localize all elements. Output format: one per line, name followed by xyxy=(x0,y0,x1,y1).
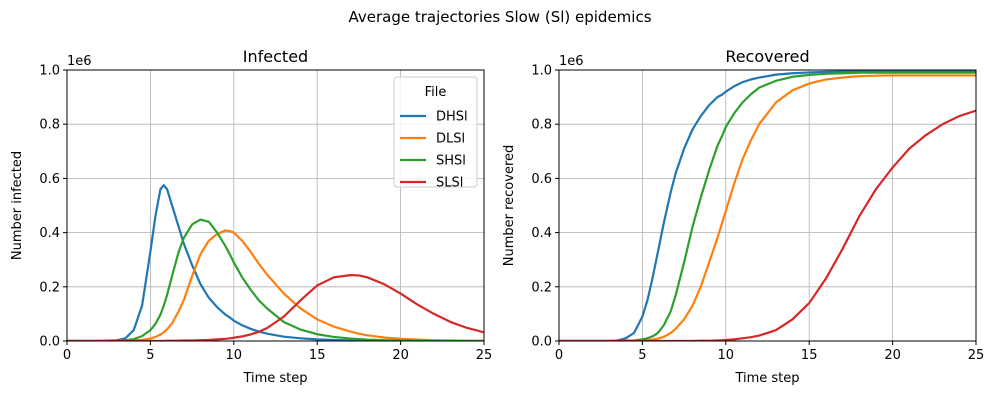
infected-legend-label-slsl: SLSl xyxy=(436,176,463,191)
figure-title: Average trajectories Slow (Sl) epidemics xyxy=(348,8,651,26)
recovered-x-tick-label: 15 xyxy=(801,348,818,363)
infected-y-axis-label: Number infected xyxy=(10,151,25,260)
infected-x-tick-label: 25 xyxy=(476,348,493,363)
recovered-series-dhsl-line xyxy=(559,70,976,341)
recovered-y-tick-label: 0.8 xyxy=(531,118,552,133)
infected-series-slsl-line xyxy=(67,274,484,341)
infected-legend-label-shsl: SHSl xyxy=(436,154,466,169)
infected-x-tick-label: 0 xyxy=(63,348,71,363)
infected-chart-title: Infected xyxy=(243,47,308,66)
recovered-y-offset-text: 1e6 xyxy=(559,54,584,69)
recovered-chart: 0 5 10 15 20 25 0.0 0.2 0.4 0.6 0.8 1.0 1e6 Recovered… xyxy=(502,47,984,386)
recovered-chart-title: Recovered xyxy=(725,47,809,66)
infected-y-offset-text: 1e6 xyxy=(67,54,92,69)
infected-y-tick-label: 1.0 xyxy=(39,64,60,79)
infected-legend-label-dlsl: DLSl xyxy=(436,132,465,147)
recovered-y-tick-label: 0.6 xyxy=(531,172,552,187)
infected-x-tick-label: 20 xyxy=(392,348,409,363)
recovered-y-tick-label: 0.4 xyxy=(531,226,552,241)
infected-series-dhsl-line xyxy=(67,184,484,341)
infected-legend-title: File xyxy=(425,85,447,100)
recovered-y-tick-label: 0.2 xyxy=(531,280,552,295)
recovered-x-axis-label: Time step xyxy=(734,371,799,386)
infected-series-shsl-line xyxy=(67,218,484,341)
infected-chart: 0 5 10 15 20 25 0.0 0.2 0.4 0.6 0.8 1.0 1e6 Infected T… xyxy=(10,47,492,386)
recovered-x-tick-label: 10 xyxy=(718,348,735,363)
infected-x-axis-label: Time step xyxy=(242,371,307,386)
recovered-y-tick-label: 0.0 xyxy=(531,335,552,350)
recovered-y-axis-label: Number recovered xyxy=(502,145,517,267)
infected-plot-frame xyxy=(66,69,485,342)
infected-legend: File DHSl DLSl SHSl SLSl xyxy=(393,76,478,191)
recovered-plot-frame xyxy=(558,69,977,342)
recovered-series-dlsl-line xyxy=(559,74,976,341)
recovered-y-tick-label: 1.0 xyxy=(531,64,552,79)
infected-x-tick-label: 15 xyxy=(309,348,326,363)
recovered-x-tick-label: 0 xyxy=(555,348,563,363)
infected-x-tick-label: 5 xyxy=(146,348,154,363)
recovered-series-slsl-line xyxy=(559,109,976,341)
infected-x-tick-label: 10 xyxy=(226,348,243,363)
infected-y-tick-label: 0.8 xyxy=(39,118,60,133)
recovered-x-tick-label: 20 xyxy=(884,348,901,363)
infected-y-tick-label: 0.4 xyxy=(39,226,60,241)
infected-y-tick-label: 0.6 xyxy=(39,172,60,187)
infected-y-tick-label: 0.2 xyxy=(39,280,60,295)
infected-series-dlsl-line xyxy=(67,229,484,341)
recovered-x-tick-label: 25 xyxy=(968,348,985,363)
infected-y-tick-label: 0.0 xyxy=(39,335,60,350)
infected-legend-label-dhsl: DHSl xyxy=(436,110,468,125)
recovered-x-tick-label: 5 xyxy=(638,348,646,363)
